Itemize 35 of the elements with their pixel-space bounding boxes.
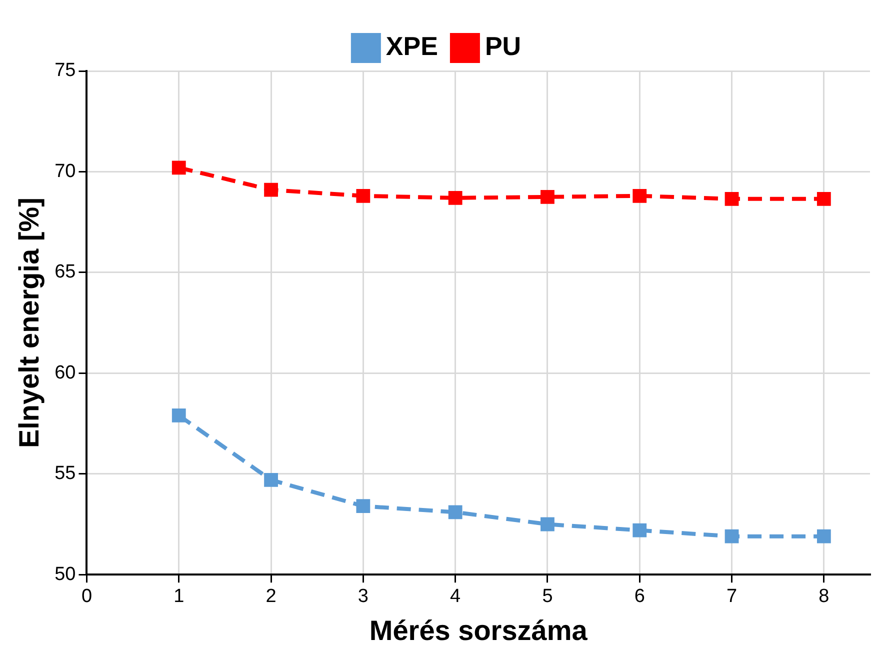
x-tick-label: 4: [450, 586, 462, 608]
point: [724, 529, 739, 544]
x-tick-label: 8: [818, 586, 830, 608]
point: [448, 505, 462, 520]
y-tick-label: 65: [54, 262, 76, 283]
point: [724, 192, 739, 206]
legend-label: XPE: [386, 31, 438, 62]
point: [264, 182, 278, 197]
point: [632, 188, 647, 203]
y-axis-title: Elnyelt energia [%]: [14, 198, 45, 448]
x-tick-label: 7: [726, 586, 738, 608]
point: [264, 472, 278, 487]
legend-label: PU: [484, 31, 522, 62]
point: [172, 160, 186, 175]
x-tick-label: 1: [174, 586, 184, 608]
x-tick-label: 2: [266, 586, 276, 608]
point: [356, 188, 370, 203]
x-tick-label: 0: [81, 586, 92, 608]
point: [816, 192, 831, 206]
x-tick-label: 5: [542, 586, 553, 608]
x-tick-label: 3: [358, 586, 368, 608]
y-tick-label: 75: [54, 60, 76, 82]
point: [540, 190, 554, 204]
y-tick-label: 70: [54, 160, 76, 182]
x-tick-label: 6: [634, 586, 645, 608]
y-tick-label: 55: [54, 463, 76, 484]
y-tick-label: 50: [54, 564, 76, 585]
point: [448, 190, 462, 205]
point: [172, 408, 186, 422]
point: [356, 499, 370, 514]
x-axis-title: Mérés sorszáma: [369, 614, 588, 646]
point: [540, 517, 554, 532]
point: [632, 523, 647, 538]
y-tick-label: 60: [54, 362, 76, 384]
point: [816, 529, 831, 544]
